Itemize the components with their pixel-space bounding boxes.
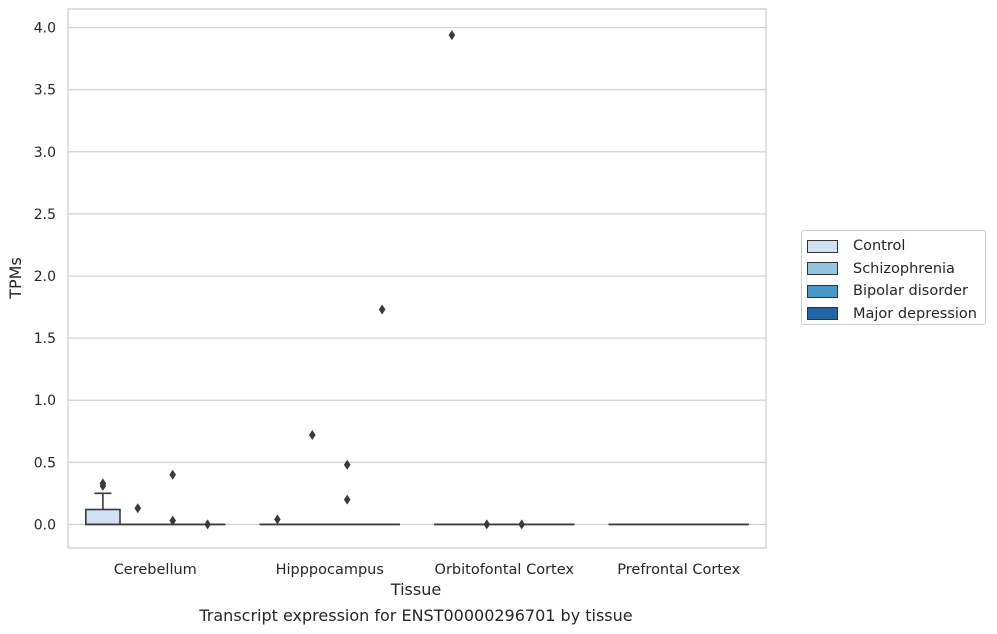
legend: Control Schizophrenia Bipolar disorder Majo…: [801, 230, 986, 325]
x-tick-label: Prefrontal Cortex: [617, 562, 740, 578]
boxes: [84, 492, 750, 526]
x-tick-labels: Cerebellum Hipppocampus Orbitofontal Corte…: [114, 562, 741, 578]
y-tick-label: 0.5: [34, 455, 56, 471]
legend-swatch: [807, 262, 838, 276]
box: [84, 508, 121, 526]
outlier-point: [309, 429, 316, 440]
y-tick-label: 4.0: [34, 21, 56, 37]
legend-item: Major depression: [807, 303, 985, 326]
legend-label: Control: [853, 238, 906, 255]
x-axis-label: Tissue: [390, 580, 441, 599]
outlier-point: [378, 304, 386, 315]
legend-swatch: [807, 239, 838, 253]
outlier-point: [169, 515, 176, 526]
legend-item: Bipolar disorder: [807, 280, 985, 303]
outlier-point: [483, 519, 491, 530]
y-tick-label: 2.5: [34, 207, 56, 223]
x-tick-label: Hipppocampus: [276, 562, 384, 578]
y-tick-label: 3.5: [34, 83, 56, 99]
legend-item: Schizophrenia: [807, 258, 985, 281]
legend-label: Major depression: [853, 305, 977, 322]
y-axis-label: TPMs: [6, 257, 25, 300]
legend-label: Bipolar disorder: [853, 283, 968, 300]
outlier-point: [204, 519, 211, 530]
outlier-point: [518, 519, 525, 530]
legend-swatch: [807, 307, 838, 321]
outlier-point: [448, 30, 456, 41]
legend-label: Schizophrenia: [853, 260, 955, 277]
outlier-point: [169, 469, 176, 480]
y-tick-label: 3.0: [34, 145, 56, 161]
y-tick-labels: 0.0 0.5 1.0 1.5 2.0 2.5 3.0 3.5 4.0: [34, 21, 56, 534]
y-tick-label: 1.0: [34, 393, 56, 409]
outlier-point: [134, 503, 142, 514]
y-tick-label: 2.0: [34, 269, 56, 285]
figure-caption: Transcript expression for ENST0000029670…: [199, 606, 633, 625]
outlier-point: [274, 514, 281, 525]
y-tick-label: 0.0: [34, 517, 56, 533]
outlier-point: [99, 478, 107, 489]
legend-swatch: [807, 284, 838, 298]
outlier-point: [343, 494, 351, 505]
outliers: [99, 30, 525, 530]
x-tick-label: Orbitofontal Cortex: [435, 562, 575, 578]
y-tick-label: 1.5: [34, 331, 56, 347]
outlier-point: [343, 459, 351, 470]
x-tick-label: Cerebellum: [114, 562, 197, 578]
legend-item: Control: [807, 235, 985, 258]
gridlines: [68, 27, 766, 525]
plot-frame: [67, 8, 767, 549]
